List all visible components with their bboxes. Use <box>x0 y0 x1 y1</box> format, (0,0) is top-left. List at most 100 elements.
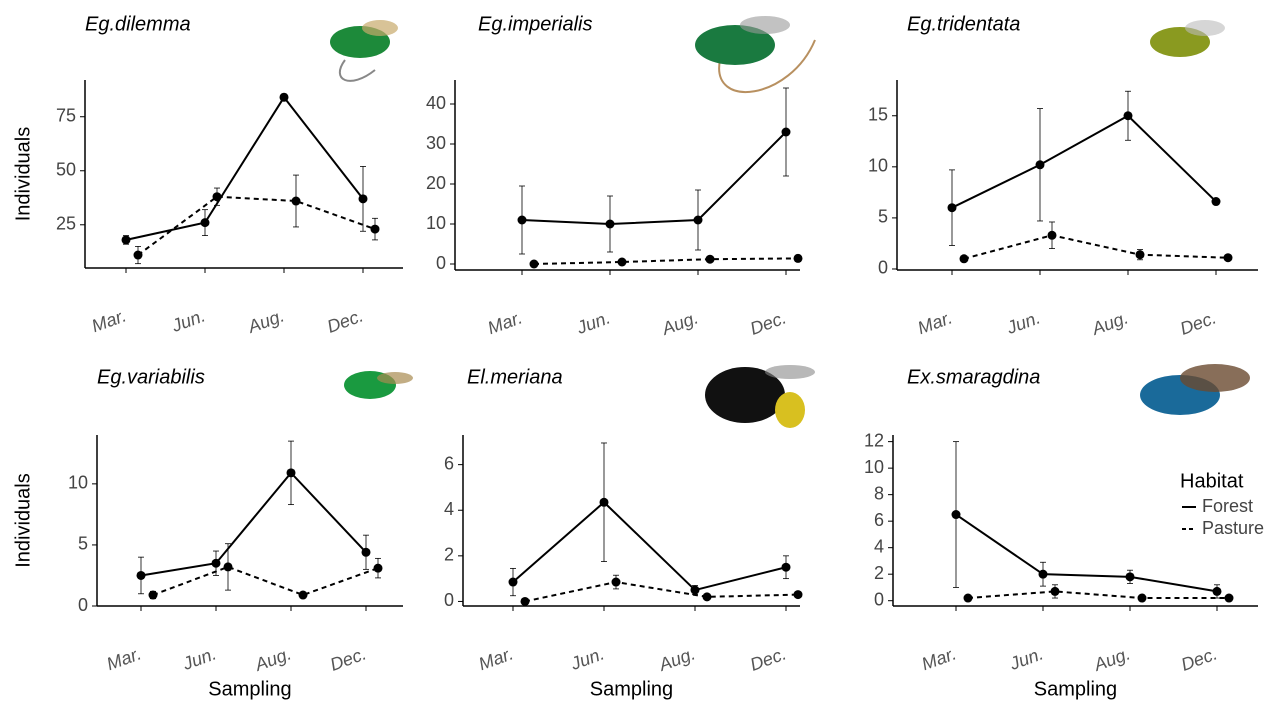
point <box>201 218 210 227</box>
point <box>1048 231 1057 240</box>
series-line <box>968 591 1229 598</box>
point <box>374 564 383 573</box>
point <box>359 194 368 203</box>
series-line <box>525 582 798 601</box>
point <box>292 197 301 206</box>
series-line <box>952 116 1216 208</box>
x-tick-label: Jun. <box>179 643 219 674</box>
panel-title: Eg.tridentata <box>907 13 1020 35</box>
point <box>224 562 233 571</box>
point <box>694 216 703 225</box>
x-axis-label: Sampling <box>1034 678 1117 700</box>
point <box>1136 250 1145 259</box>
point <box>518 216 527 225</box>
page: Eg.dilemma 25 50 75 Mar. Jun. Aug. Dec. Individu… <box>0 0 1278 706</box>
point <box>362 548 371 557</box>
x-tick-label: Dec. <box>747 307 789 338</box>
bee-icon <box>1150 20 1225 57</box>
x-tick-label: Aug. <box>244 305 287 337</box>
x-tick-label: Mar. <box>915 307 955 338</box>
point <box>1051 587 1060 596</box>
y-tick-label: 25 <box>56 214 76 234</box>
point <box>1124 111 1133 120</box>
y-tick-label: 40 <box>426 93 446 113</box>
y-tick-label: 0 <box>78 595 88 615</box>
x-tick-label: Mar. <box>104 643 144 674</box>
point <box>530 260 539 269</box>
x-tick-label: Aug. <box>658 307 701 339</box>
x-tick-label: Aug. <box>1090 643 1133 675</box>
series-line <box>956 515 1217 592</box>
point <box>964 594 973 603</box>
y-tick-label: 10 <box>426 213 446 233</box>
y-tick-label: 6 <box>874 510 884 530</box>
bee-icon <box>1140 364 1250 415</box>
point <box>1036 160 1045 169</box>
point <box>509 578 518 587</box>
point <box>1212 197 1221 206</box>
legend-label: Forest <box>1202 496 1253 516</box>
point <box>122 235 131 244</box>
panel-title: Eg.imperialis <box>478 13 592 35</box>
bee-icon <box>695 16 815 92</box>
point <box>1138 594 1147 603</box>
point <box>280 93 289 102</box>
point <box>703 592 712 601</box>
x-tick-label: Dec. <box>327 643 369 674</box>
panel-title: Ex.smaragdina <box>907 366 1040 388</box>
series-line <box>522 132 786 224</box>
x-tick-label: Jun. <box>168 305 208 336</box>
point <box>371 225 380 234</box>
x-tick-label: Dec. <box>747 643 789 674</box>
point <box>1224 253 1233 262</box>
x-axis-label: Sampling <box>208 678 291 700</box>
y-axis-label: Individuals <box>12 473 34 568</box>
point <box>794 254 803 263</box>
y-tick-label: 4 <box>874 536 884 556</box>
series-line <box>138 197 375 255</box>
x-tick-label: Aug. <box>251 643 294 675</box>
x-tick-label: Aug. <box>655 643 698 675</box>
y-tick-label: 8 <box>874 483 884 503</box>
point <box>1039 570 1048 579</box>
series-line <box>153 567 378 595</box>
panel-title: Eg.dilemma <box>85 13 191 35</box>
point <box>521 597 530 606</box>
point <box>612 578 621 587</box>
point <box>794 590 803 599</box>
x-tick-label: Dec. <box>324 305 366 336</box>
point <box>1126 572 1135 581</box>
point <box>960 254 969 263</box>
x-tick-label: Mar. <box>89 305 129 336</box>
y-tick-label: 2 <box>444 545 454 565</box>
y-tick-label: 75 <box>56 105 76 125</box>
x-tick-label: Aug. <box>1088 307 1131 339</box>
y-tick-label: 0 <box>874 589 884 609</box>
point <box>134 251 143 260</box>
y-tick-label: 12 <box>864 430 884 450</box>
legend-title: Habitat <box>1180 470 1244 492</box>
point <box>952 510 961 519</box>
point <box>782 128 791 137</box>
y-tick-label: 50 <box>56 160 76 180</box>
x-tick-label: Mar. <box>476 643 516 674</box>
y-tick-label: 0 <box>878 258 888 278</box>
y-tick-label: 10 <box>68 473 88 493</box>
y-tick-label: 6 <box>444 453 454 473</box>
figure: Eg.dilemma 25 50 75 Mar. Jun. Aug. Dec. Individu… <box>0 0 1278 706</box>
bee-icon <box>705 365 815 428</box>
x-tick-label: Jun. <box>573 307 613 338</box>
x-tick-label: Jun. <box>1006 643 1046 674</box>
x-tick-label: Dec. <box>1177 307 1219 338</box>
y-tick-label: 15 <box>868 105 888 125</box>
y-tick-label: 20 <box>426 173 446 193</box>
point <box>213 192 222 201</box>
point <box>606 220 615 229</box>
point <box>948 203 957 212</box>
point <box>600 498 609 507</box>
panel-title: Eg.variabilis <box>97 366 205 388</box>
y-tick-label: 2 <box>874 563 884 583</box>
point <box>618 258 627 267</box>
point <box>299 591 308 600</box>
y-tick-label: 0 <box>436 253 446 273</box>
